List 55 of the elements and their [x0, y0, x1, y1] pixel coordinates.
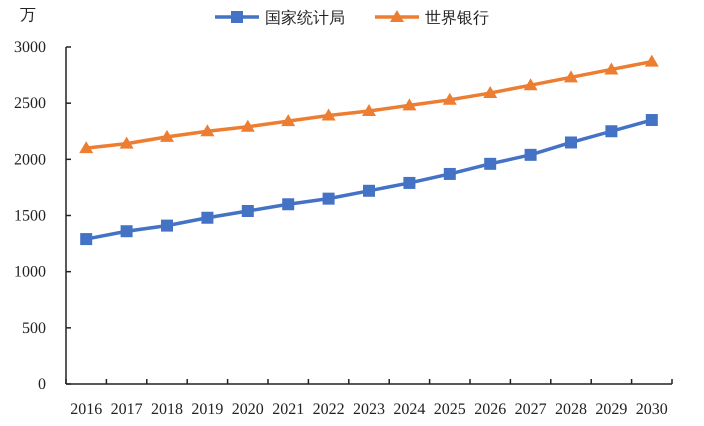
legend-label: 世界银行: [425, 9, 489, 27]
x-tick-label: 2022: [312, 401, 345, 418]
legend-label: 国家统计局: [265, 9, 345, 27]
point: [484, 158, 496, 170]
x-tick-label: 2023: [353, 401, 385, 418]
y-axis-title: 万: [20, 7, 36, 24]
point: [483, 86, 498, 98]
point: [402, 98, 416, 110]
point: [524, 148, 537, 161]
x-tick-label: 2028: [555, 401, 587, 418]
point: [604, 62, 618, 74]
y-tick-label: 3000: [14, 39, 46, 56]
x-tick-label: 2017: [110, 401, 143, 418]
x-tick-label: 2026: [474, 401, 506, 418]
x-tick-label: 2029: [595, 401, 628, 418]
x-tick-label: 2018: [151, 401, 183, 418]
point: [80, 233, 92, 246]
point: [120, 225, 133, 238]
point: [161, 220, 173, 232]
point: [322, 192, 335, 205]
point: [646, 114, 658, 126]
point: [362, 104, 376, 116]
point: [524, 78, 538, 90]
point: [565, 136, 577, 148]
x-tick-label: 2025: [434, 401, 466, 418]
point: [160, 130, 174, 142]
x-tick-label: 2021: [272, 401, 304, 418]
point: [322, 108, 336, 121]
point: [442, 92, 457, 105]
point: [242, 205, 254, 218]
point: [120, 136, 134, 149]
y-tick-label: 1000: [14, 264, 46, 281]
point: [201, 212, 214, 224]
x-tick-label: 2030: [636, 401, 668, 418]
point: [605, 125, 618, 138]
x-tick-label: 2016: [70, 401, 102, 418]
y-tick-label: 0: [38, 376, 46, 393]
point: [79, 141, 94, 154]
point: [363, 184, 375, 197]
point: [281, 114, 296, 126]
x-tick-label: 2019: [191, 401, 224, 418]
y-tick-label: 1500: [14, 208, 46, 224]
point: [644, 54, 659, 67]
point: [444, 168, 456, 180]
x-tick-label: 2027: [514, 401, 547, 418]
y-tick-label: 2500: [14, 95, 46, 112]
point: [282, 198, 294, 210]
x-tick-label: 2024: [393, 401, 426, 418]
point: [240, 120, 255, 132]
point: [564, 70, 578, 82]
point: [200, 124, 214, 136]
point: [403, 176, 416, 189]
y-tick-label: 500: [22, 320, 46, 337]
y-tick-label: 2000: [14, 151, 46, 168]
x-tick-label: 2020: [232, 401, 264, 418]
